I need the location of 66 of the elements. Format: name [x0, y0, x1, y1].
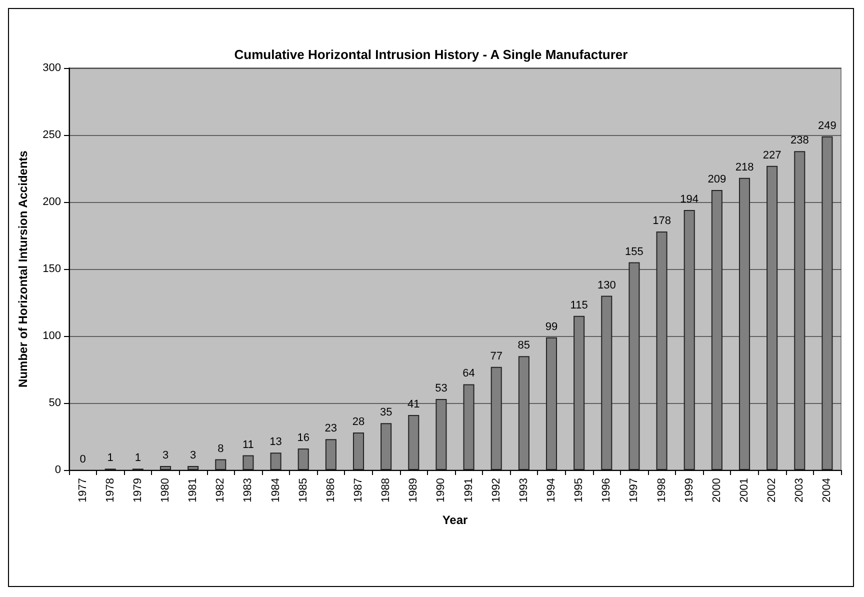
data-label: 1 [134, 452, 141, 464]
data-label: 3 [190, 449, 196, 462]
x-tick-label: 1983 [242, 478, 254, 502]
data-label: 0 [80, 454, 86, 466]
data-label: 23 [324, 422, 338, 435]
data-label: 227 [762, 149, 782, 162]
x-tick-label: 1989 [408, 478, 420, 502]
x-tick-label: 1982 [214, 478, 227, 502]
x-tick-label: 1998 [656, 478, 668, 502]
data-label: 8 [218, 442, 224, 455]
x-tick-label: 1979 [132, 478, 144, 502]
data-label: 238 [790, 134, 809, 147]
x-tick-label: 2004 [821, 478, 834, 502]
x-tick-label: 1991 [462, 478, 475, 502]
data-label: 53 [435, 382, 448, 394]
x-tick-label: 1999 [683, 478, 696, 502]
data-label: 16 [297, 432, 310, 444]
x-tick-label: 1988 [380, 478, 392, 502]
data-label: 130 [597, 279, 616, 292]
x-tick-label: 1995 [573, 478, 586, 502]
data-label: 28 [352, 416, 365, 428]
data-label: 3 [162, 449, 169, 462]
y-tick-label: 100 [42, 330, 61, 342]
x-tick-label: 1994 [546, 478, 558, 502]
x-tick-label: 1981 [187, 478, 200, 502]
x-tick-label: 1986 [324, 478, 337, 502]
data-label: 64 [462, 368, 475, 380]
x-tick-label: 1978 [104, 478, 116, 502]
y-tick-label: 200 [42, 196, 61, 208]
chart-title: Cumulative Horizontal Intrusion History - A Single Manufacturer [234, 47, 628, 62]
x-tick-label: 1984 [270, 478, 282, 502]
data-label: 155 [625, 246, 644, 258]
data-label: 99 [545, 320, 558, 333]
data-label: 209 [708, 173, 726, 186]
y-tick-label: 50 [48, 397, 61, 409]
x-tick-label: 1987 [352, 478, 364, 502]
x-tick-label: 2003 [794, 478, 806, 502]
x-tick-label: 1980 [160, 478, 172, 502]
x-tick-label: 2001 [738, 478, 750, 502]
data-label: 11 [242, 438, 254, 451]
y-tick-label: 250 [42, 129, 61, 141]
x-tick-label: 1985 [297, 478, 310, 502]
data-label: 35 [380, 406, 392, 419]
data-label: 178 [652, 214, 671, 227]
data-label: 77 [490, 350, 502, 362]
x-tick-label: 2002 [766, 478, 778, 502]
x-tick-label: 1996 [600, 478, 613, 502]
y-tick-label: 300 [42, 62, 61, 74]
y-tick-label: 0 [54, 464, 61, 476]
data-label: 41 [408, 398, 420, 411]
data-label: 218 [735, 161, 754, 174]
x-tick-label: 1977 [76, 478, 89, 502]
x-tick-label: 1990 [435, 478, 448, 502]
y-axis-title: Number of Horizontal Intursion Accidents [16, 150, 30, 388]
data-label: 249 [818, 120, 836, 132]
data-label: 115 [570, 299, 588, 312]
x-tick-label: 1997 [628, 478, 640, 502]
x-tick-label: 1993 [518, 478, 530, 502]
x-tick-label: 1992 [490, 478, 502, 502]
y-tick-label: 150 [42, 263, 61, 275]
x-tick-label: 2000 [710, 478, 723, 502]
x-axis-title: Year [442, 513, 468, 527]
data-label: 85 [518, 340, 530, 352]
data-label: 194 [680, 194, 699, 206]
data-label: 13 [270, 436, 282, 448]
data-label: 1 [107, 452, 114, 464]
